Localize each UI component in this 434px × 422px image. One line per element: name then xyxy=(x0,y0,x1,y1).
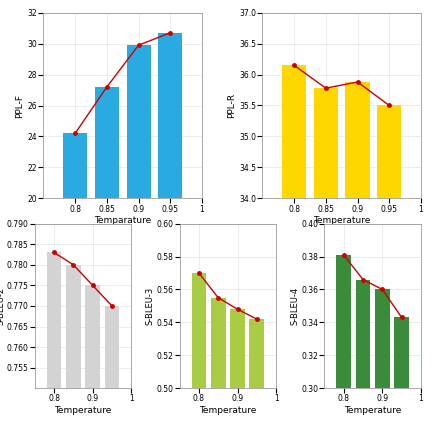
Bar xyxy=(282,65,306,422)
Bar xyxy=(356,280,370,422)
Bar xyxy=(314,88,338,422)
X-axis label: Temperature: Temperature xyxy=(344,406,401,415)
Y-axis label: S-BLEU-3: S-BLEU-3 xyxy=(146,287,155,325)
Bar xyxy=(158,33,182,422)
Y-axis label: S-BLEU-4: S-BLEU-4 xyxy=(291,287,300,325)
Bar xyxy=(47,252,61,422)
Bar xyxy=(230,309,245,422)
Bar xyxy=(85,285,100,422)
Y-axis label: PPL-F: PPL-F xyxy=(16,94,25,117)
X-axis label: Temperature: Temperature xyxy=(199,406,256,415)
Bar xyxy=(66,265,81,422)
X-axis label: Temperature: Temperature xyxy=(313,216,370,225)
Bar xyxy=(211,298,226,422)
X-axis label: Temperature: Temperature xyxy=(54,406,112,415)
Bar xyxy=(377,106,401,422)
Bar xyxy=(395,317,409,422)
Bar xyxy=(127,45,151,422)
X-axis label: Temparature: Temparature xyxy=(94,216,151,225)
Bar xyxy=(63,133,87,422)
Bar xyxy=(95,87,119,422)
Bar xyxy=(336,255,351,422)
Y-axis label: PPL-R: PPL-R xyxy=(227,93,236,118)
Bar xyxy=(105,306,119,422)
Y-axis label: S-BLEU-2: S-BLEU-2 xyxy=(0,287,5,325)
Bar xyxy=(250,319,264,422)
Bar xyxy=(191,273,206,422)
Bar xyxy=(345,82,370,422)
Bar xyxy=(375,289,390,422)
